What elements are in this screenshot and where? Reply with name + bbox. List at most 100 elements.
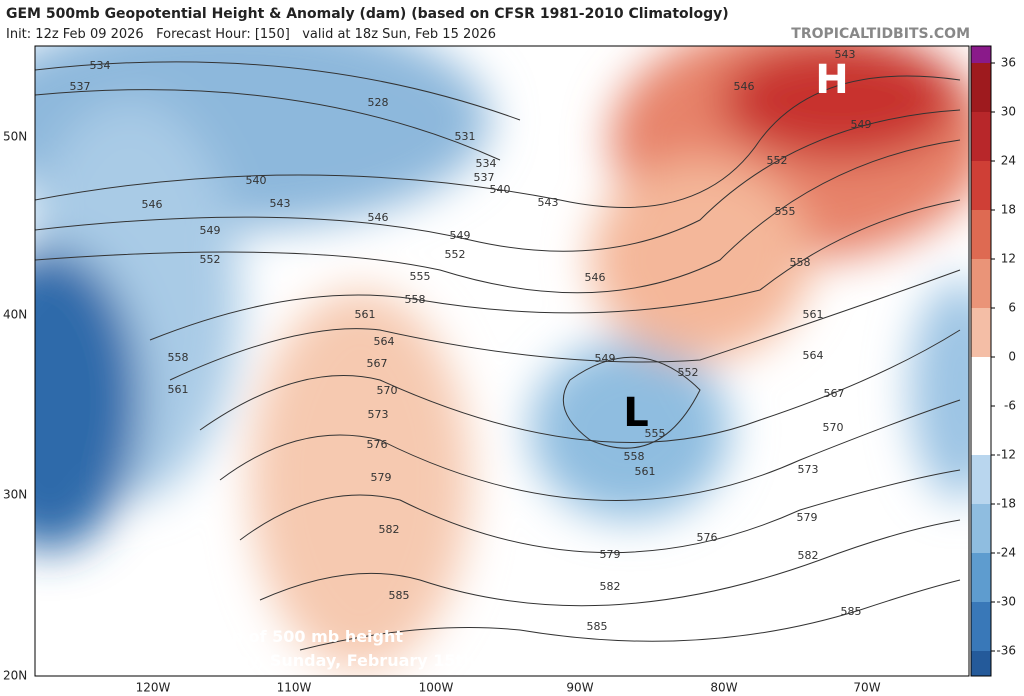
colorbar-label: 0 <box>1008 350 1016 364</box>
colorbar-label: -12 <box>996 448 1016 462</box>
lat-label: 20N <box>3 669 27 683</box>
contour-label: 540 <box>490 183 511 196</box>
colorbar-label: 6 <box>1008 301 1016 315</box>
high-marker: H <box>815 57 848 103</box>
contour-label: 573 <box>368 408 389 421</box>
contour-label: 558 <box>168 351 189 364</box>
colorbar-band <box>971 259 991 308</box>
colorbar-band <box>971 210 991 259</box>
contour-label: 543 <box>835 48 856 61</box>
colorbar-label: -36 <box>996 644 1016 658</box>
contour-label: 561 <box>355 308 376 321</box>
lon-label: 120W <box>136 681 171 695</box>
contour-label: 558 <box>405 293 426 306</box>
colorbar-label: 12 <box>1001 252 1016 266</box>
contour-label: 579 <box>371 471 392 484</box>
contour-label: 552 <box>678 366 699 379</box>
contour-label: 564 <box>803 349 824 362</box>
contour-label: 567 <box>824 387 845 400</box>
contour-label: 570 <box>377 384 398 397</box>
contour-label: 555 <box>775 205 796 218</box>
contour-label: 582 <box>379 523 400 536</box>
contour-label: 576 <box>697 531 718 544</box>
contour-label: 552 <box>200 253 221 266</box>
contour-label: 558 <box>790 256 811 269</box>
contour-label: 543 <box>538 196 559 209</box>
contour-label: 534 <box>476 157 497 170</box>
colorbar-band <box>971 455 991 504</box>
colorbar-label: -6 <box>1004 399 1016 413</box>
contour-label: 531 <box>455 130 476 143</box>
contour-label: 561 <box>635 465 656 478</box>
low-marker: L <box>623 390 649 436</box>
contour-label: 546 <box>368 211 389 224</box>
init-line: Init: 12z Feb 09 2026 Forecast Hour: [15… <box>6 27 496 42</box>
contour-label: 546 <box>734 80 755 93</box>
contour-label: 552 <box>445 248 466 261</box>
map <box>35 46 969 676</box>
colorbar-label: 30 <box>1001 105 1016 119</box>
lon-label: 80W <box>710 681 737 695</box>
colorbar-band <box>971 161 991 210</box>
colorbar-label: 18 <box>1001 203 1016 217</box>
site-name: TROPICALTIDBITS.COM <box>791 26 970 42</box>
contour-label: 561 <box>803 308 824 321</box>
contour-label: 549 <box>595 352 616 365</box>
contour-label: 555 <box>410 270 431 283</box>
contour-label: 558 <box>624 450 645 463</box>
contour-label: 585 <box>841 605 862 618</box>
lon-label: 100W <box>419 681 454 695</box>
contour-label: 552 <box>767 154 788 167</box>
contour-label: 537 <box>474 171 495 184</box>
title: GEM 500mb Geopotential Height & Anomaly … <box>6 6 729 22</box>
lon-label: 70W <box>853 681 880 695</box>
contour-label: 561 <box>168 383 189 396</box>
contour-label: 582 <box>600 580 621 593</box>
lat-label: 30N <box>3 488 27 502</box>
colorbar-band <box>971 63 991 112</box>
colorbar-label: -30 <box>996 595 1016 609</box>
contour-label: 585 <box>587 620 608 633</box>
contour-label: 543 <box>270 197 291 210</box>
colorbar-label: -18 <box>996 497 1016 511</box>
contour-label: 564 <box>374 335 395 348</box>
colorbar-frame <box>970 45 992 677</box>
contour-label: 576 <box>367 438 388 451</box>
contour-label: 549 <box>450 229 471 242</box>
colorbar-label: -24 <box>996 546 1016 560</box>
contour-label: 582 <box>798 549 819 562</box>
colorbar-band <box>971 46 991 63</box>
contour-label: 555 <box>645 427 666 440</box>
lat-label: 50N <box>3 130 27 144</box>
contour-label: 546 <box>142 198 163 211</box>
contour-label: 540 <box>246 174 267 187</box>
contour-label: 528 <box>368 96 389 109</box>
caption-line: anomalies as of mid-day, Sunday, Februar… <box>40 651 475 670</box>
contour-label: 537 <box>70 80 91 93</box>
map-frame <box>34 45 970 677</box>
contour-label: 567 <box>367 357 388 370</box>
contour-label: 579 <box>797 511 818 524</box>
colorbar-band <box>971 553 991 602</box>
colorbar-band <box>971 651 991 676</box>
caption-line: 12Z CMC forecast map of 500 mb height <box>40 627 403 646</box>
colorbar-band <box>971 406 991 455</box>
contour-label: 573 <box>798 463 819 476</box>
contour-label: 585 <box>389 589 410 602</box>
colorbar-band <box>971 504 991 553</box>
colorbar-label: 36 <box>1001 56 1016 70</box>
contour-label: 549 <box>851 118 872 131</box>
colorbar-label: 24 <box>1001 154 1016 168</box>
contour-label: 570 <box>823 421 844 434</box>
contour-label: 549 <box>200 224 221 237</box>
lat-label: 40N <box>3 308 27 322</box>
contour-label: 579 <box>600 548 621 561</box>
colorbar-band <box>971 308 991 357</box>
colorbar-band <box>971 602 991 651</box>
contour-label: 546 <box>585 271 606 284</box>
colorbar-band <box>971 112 991 161</box>
colorbar-band <box>971 357 991 406</box>
contour-label: 534 <box>90 59 111 72</box>
lon-label: 90W <box>566 681 593 695</box>
